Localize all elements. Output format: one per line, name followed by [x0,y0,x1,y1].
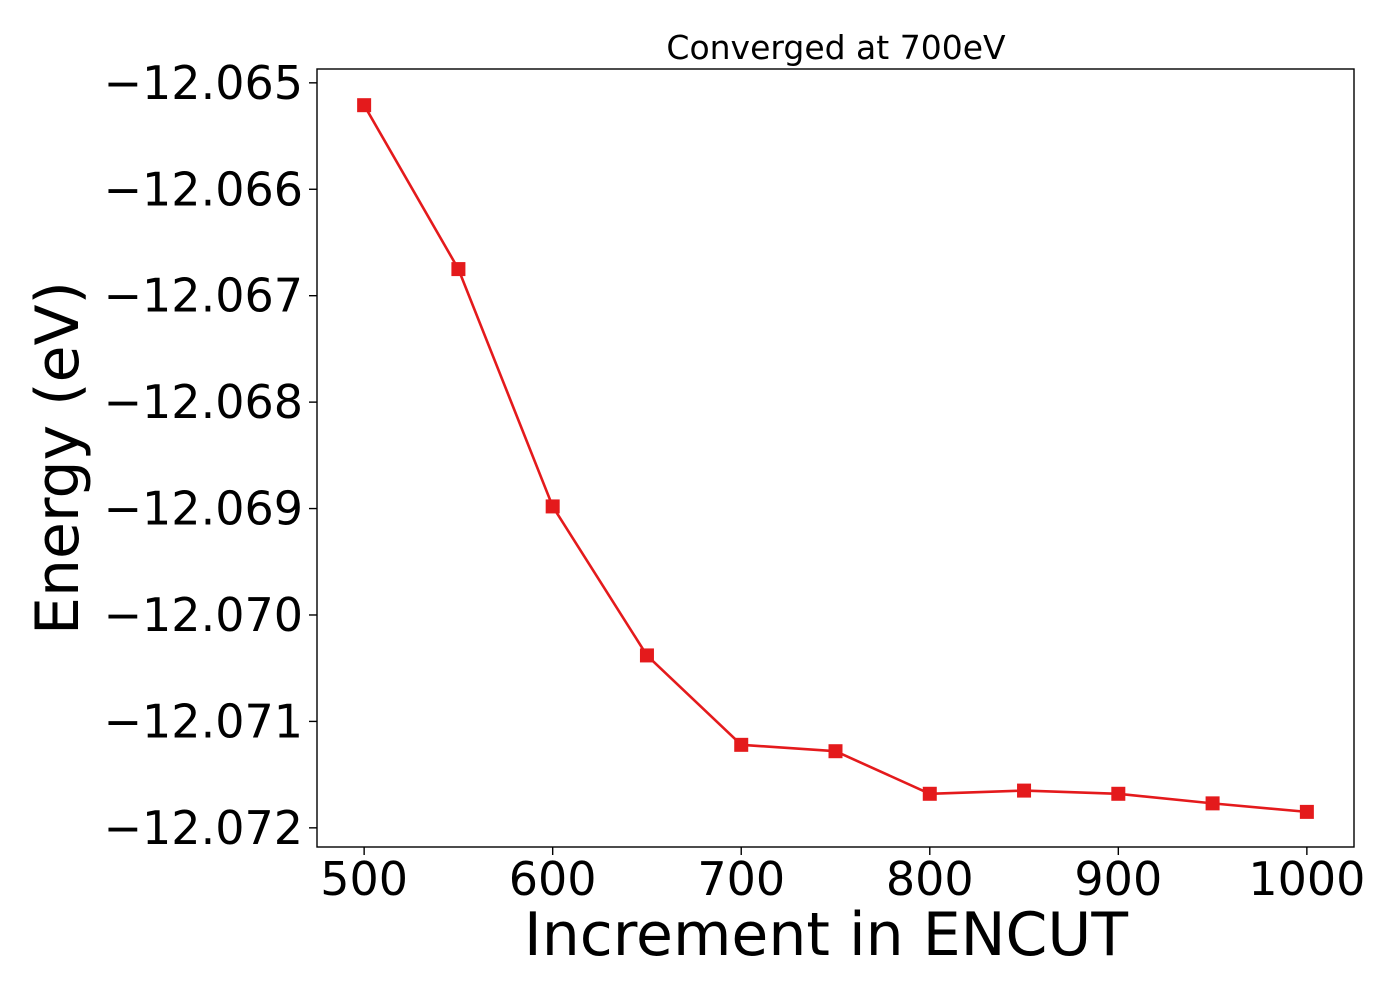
x-tick-label: 600 [509,852,597,906]
y-tick-label: −12.071 [104,694,304,748]
data-point [357,98,372,113]
data-point [734,737,749,752]
y-tick-label: −12.068 [104,375,304,429]
y-axis-title: Energy (eV) [23,281,93,635]
plot-frame [316,68,1355,848]
data-point [922,786,937,801]
y-tick-label: −12.069 [104,482,304,536]
y-tick-label: −12.065 [104,56,304,110]
data-point [451,262,466,277]
x-tick-label: 1000 [1248,852,1365,906]
x-tick-label: 700 [697,852,785,906]
series-line [363,104,1307,814]
chart-title: Converged at 700eV [666,28,1006,67]
data-point [1017,783,1032,798]
x-axis-title: Increment in ENCUT [524,900,1128,970]
x-tick-label: 900 [1074,852,1162,906]
y-axis: −12.065 −12.066 −12.067 −12.068 −12.069 −12.0… [104,56,317,855]
x-axis: 500 600 700 800 900 1000 [320,847,1365,906]
plot-area [316,68,1355,848]
data-point [828,744,843,759]
data-point [639,648,654,663]
x-tick-label: 800 [886,852,974,906]
y-tick-label: −12.067 [104,269,304,323]
data-point [1111,786,1126,801]
x-tick-label: 500 [320,852,408,906]
data-point [1205,796,1220,811]
y-tick-label: −12.070 [104,588,304,642]
y-tick-label: −12.072 [104,801,304,855]
data-point [545,499,560,514]
y-tick-label: −12.066 [104,162,304,216]
data-point [1299,804,1314,819]
